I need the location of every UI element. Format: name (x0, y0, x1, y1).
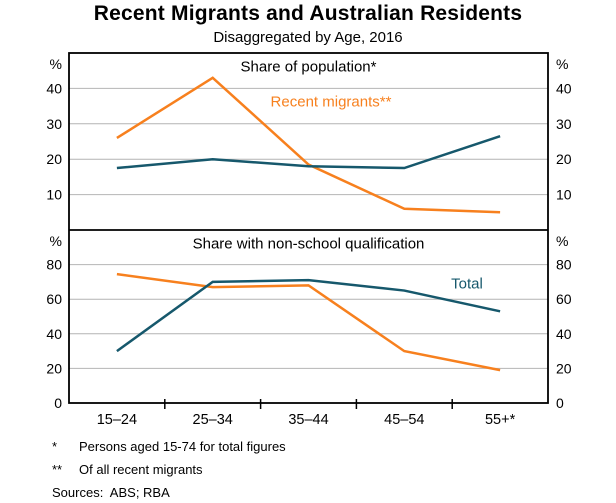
footnote-row: ** Of all recent migrants (52, 462, 286, 477)
x-tick-label: 35–44 (288, 412, 328, 428)
y-tick-label-right: 20 (556, 360, 572, 376)
x-tick-label: 55+* (485, 412, 516, 428)
y-axis-unit-left: % (50, 56, 62, 72)
y-tick-label-left: 30 (46, 116, 62, 132)
series-label-total: Total (451, 276, 483, 293)
sources-line: Sources: ABS; RBA (52, 485, 170, 500)
y-tick-label-left: 60 (46, 291, 62, 307)
footnotes: * Persons aged 15-74 for total figures *… (52, 439, 286, 500)
x-tick-label: 45–54 (384, 412, 424, 428)
series-line-total (116, 278, 501, 353)
y-tick-label-right: 40 (556, 326, 572, 342)
y-axis-unit-left: % (50, 233, 62, 249)
y-tick-label-left: 20 (46, 151, 62, 167)
footnote-marker: ** (52, 462, 63, 477)
y-tick-label-right: 80 (556, 257, 572, 273)
y-tick-label-left: 40 (46, 326, 62, 342)
plot-frame (68, 52, 549, 404)
x-tick-label: 15–24 (97, 412, 137, 428)
y-tick-label-right: 20 (556, 151, 572, 167)
y-tick-label-right: 60 (556, 291, 572, 307)
y-tick-label-right: 0 (556, 395, 564, 411)
series-label-recent-migrants: Recent migrants** (271, 94, 392, 111)
footnote-row: * Persons aged 15-74 for total figures (52, 439, 286, 454)
panel-title: Share of population* (241, 59, 377, 76)
chart-subtitle: Disaggregated by Age, 2016 (213, 29, 403, 46)
series-line-total (116, 135, 501, 170)
y-tick-label-right: 40 (556, 80, 572, 96)
y-tick-label-left: 0 (54, 395, 62, 411)
y-tick-label-left: 40 (46, 80, 62, 96)
y-tick-label-left: 80 (46, 257, 62, 273)
y-tick-label-left: 10 (46, 187, 62, 203)
y-tick-label-right: 30 (556, 116, 572, 132)
series-line-recent-migrants (116, 76, 501, 214)
panel-title: Share with non-school qualification (193, 236, 425, 253)
chart-title: Recent Migrants and Australian Residents (93, 2, 523, 25)
footnote-text: Persons aged 15-74 for total figures (79, 439, 286, 454)
y-axis-unit-right: % (556, 233, 568, 249)
x-tick-label: 25–34 (193, 412, 233, 428)
y-tick-label-right: 10 (556, 187, 572, 203)
footnote-text: Of all recent migrants (79, 462, 203, 477)
y-tick-label-left: 20 (46, 360, 62, 376)
y-axis-unit-right: % (556, 56, 568, 72)
series-line-recent-migrants (116, 272, 501, 372)
footnote-marker: * (52, 439, 58, 454)
